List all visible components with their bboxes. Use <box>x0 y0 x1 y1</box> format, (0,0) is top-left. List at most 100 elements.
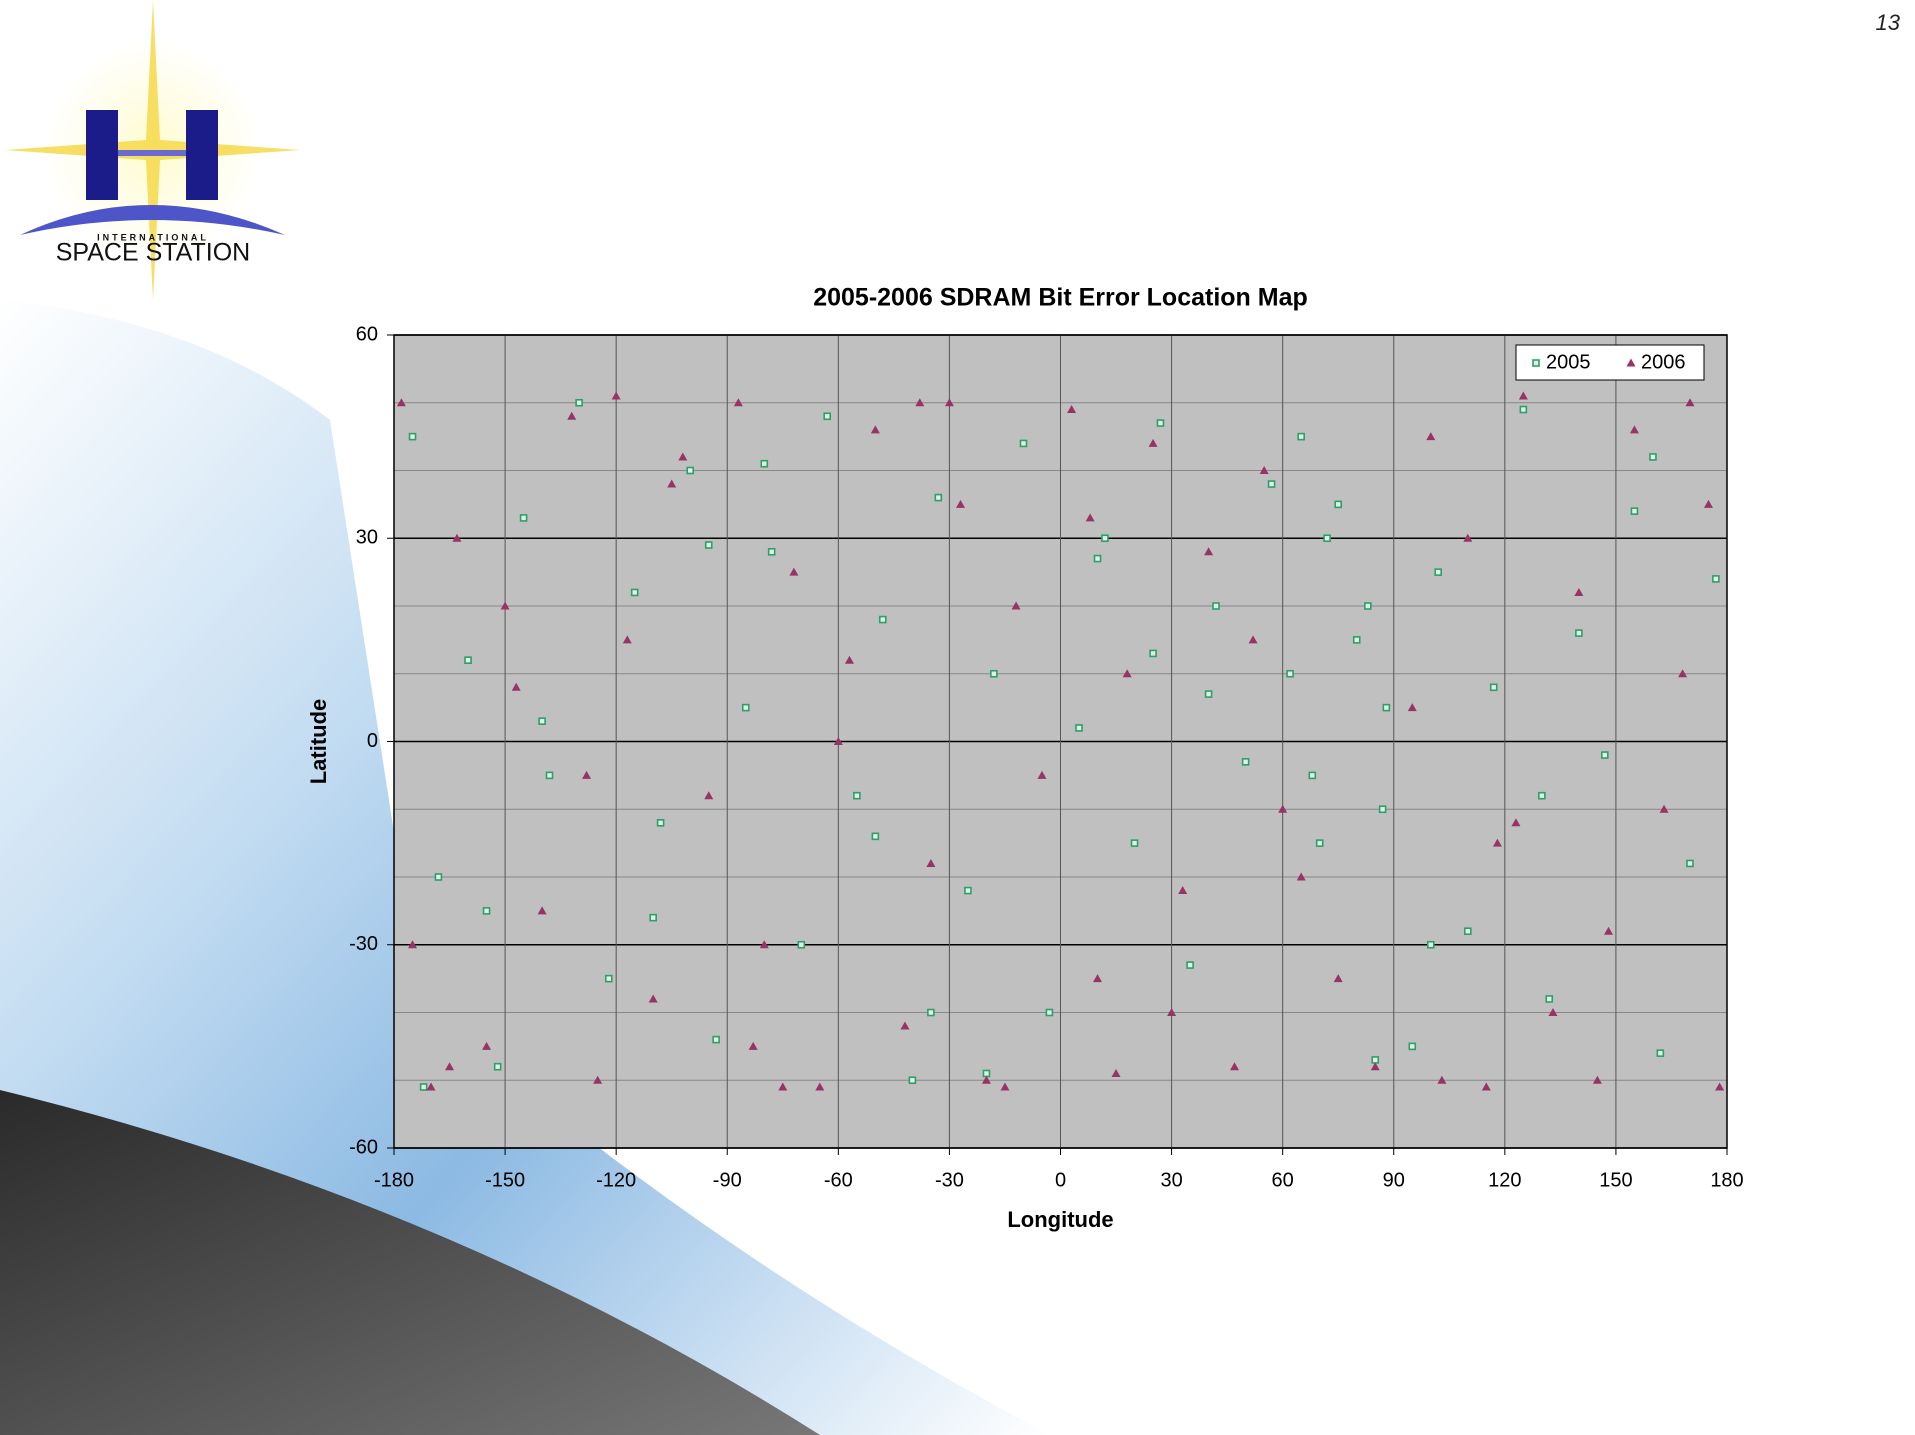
point <box>1364 602 1372 610</box>
point <box>926 858 936 867</box>
point <box>1297 432 1305 441</box>
chart: -60 -30 0 30 60 -180 -150 -120 -90 -60 -30 0 30 60 90 1… <box>306 284 1744 1232</box>
point <box>1511 818 1521 827</box>
x-tick-label: -150 <box>485 1169 525 1191</box>
point <box>1093 974 1103 983</box>
point <box>871 832 880 841</box>
point <box>1378 805 1387 814</box>
x-tick-label: 60 <box>1272 1169 1294 1191</box>
x-tick-label: 0 <box>1055 1169 1066 1191</box>
point <box>1267 480 1276 488</box>
point <box>1286 669 1294 678</box>
point <box>900 1021 910 1030</box>
point <box>1686 859 1694 868</box>
point <box>927 1008 935 1017</box>
legend-box <box>1515 344 1705 381</box>
point <box>1630 507 1639 515</box>
point <box>500 601 510 610</box>
point <box>1437 1075 1447 1084</box>
point <box>1548 1008 1558 1016</box>
point <box>1545 995 1554 1003</box>
point <box>649 913 657 922</box>
point <box>396 398 406 407</box>
point <box>1426 940 1435 949</box>
y-tick-label: 0 <box>367 730 378 752</box>
point <box>956 499 966 508</box>
point <box>759 940 769 949</box>
point <box>1685 398 1695 407</box>
point <box>1204 547 1214 556</box>
point <box>1241 758 1250 766</box>
point <box>408 432 417 441</box>
point <box>1130 839 1139 847</box>
point <box>630 588 639 597</box>
point <box>1259 466 1269 474</box>
point <box>1604 926 1614 935</box>
x-tick-label: 180 <box>1710 1169 1743 1191</box>
legend-marker <box>1532 359 1540 367</box>
y-tick-label: -60 <box>349 1136 378 1158</box>
point <box>1101 534 1109 543</box>
x-tick-label: -120 <box>596 1169 636 1191</box>
point <box>1371 1056 1380 1064</box>
point <box>704 791 714 800</box>
point <box>915 398 925 407</box>
earth-sky <box>0 300 1050 1435</box>
point <box>1464 927 1472 936</box>
chart-title: 2005-2006 SDRAM Bit Error Location Map <box>813 284 1308 312</box>
point <box>1230 1062 1240 1071</box>
point <box>934 493 943 502</box>
logo-line2: SPACE STATION <box>56 239 250 267</box>
x-axis-label: Longitude <box>1007 1207 1113 1232</box>
point <box>538 717 546 725</box>
point <box>1248 635 1258 644</box>
x-tick-label: -90 <box>713 1169 742 1191</box>
point <box>1178 886 1188 895</box>
point <box>1492 838 1502 847</box>
point <box>1629 425 1639 434</box>
point <box>611 391 621 400</box>
point <box>704 541 713 549</box>
point <box>878 615 887 624</box>
point <box>844 655 854 664</box>
point <box>1085 513 1095 522</box>
point <box>1352 636 1361 644</box>
point <box>1659 804 1669 813</box>
point <box>1156 419 1165 427</box>
point <box>712 1035 720 1044</box>
point <box>1434 568 1442 576</box>
point <box>426 1082 436 1091</box>
point <box>1407 703 1417 712</box>
point <box>1601 751 1609 759</box>
point <box>593 1075 603 1084</box>
point <box>452 533 462 542</box>
point <box>853 791 861 800</box>
point <box>1574 587 1584 596</box>
earth-shadow <box>0 1090 820 1435</box>
point <box>511 682 521 691</box>
point <box>981 1075 991 1084</box>
point <box>760 459 769 468</box>
point <box>545 771 554 780</box>
point <box>1204 690 1213 698</box>
point <box>1649 453 1657 461</box>
point <box>567 411 577 420</box>
y-tick-label: 60 <box>356 323 378 345</box>
point <box>1037 770 1047 779</box>
point <box>1382 703 1391 712</box>
point <box>982 1069 991 1078</box>
legend-marker <box>1626 358 1636 367</box>
y-tick-label: 30 <box>356 527 378 549</box>
point <box>815 1082 825 1091</box>
point <box>1075 724 1083 732</box>
point <box>1715 1082 1725 1091</box>
point <box>964 886 972 895</box>
y-tick-label: -30 <box>349 933 378 955</box>
legend-label: 2006 <box>1641 351 1686 373</box>
point <box>1186 961 1194 969</box>
x-tick-label: 90 <box>1383 1169 1405 1191</box>
point <box>1011 601 1021 610</box>
point <box>1408 1042 1417 1051</box>
